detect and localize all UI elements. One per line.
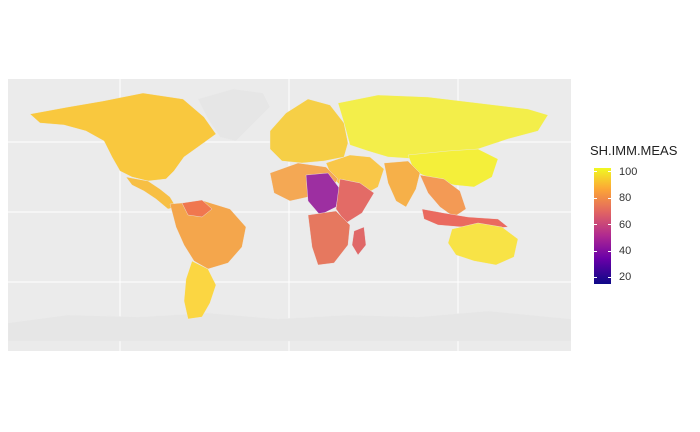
- legend-colorbar: [594, 168, 611, 284]
- region-south-america-south: [183, 260, 217, 320]
- region-europe: [269, 98, 349, 164]
- region-east-africa: [335, 178, 375, 224]
- region-central-america: [125, 176, 177, 210]
- region-southern-africa: [307, 210, 351, 266]
- legend-tick-label: 40: [619, 245, 632, 258]
- region-antarctica: [7, 310, 572, 342]
- region-china: [407, 148, 499, 188]
- map-panel: [7, 79, 572, 351]
- country-regions: [7, 88, 572, 342]
- region-north-america: [29, 92, 217, 182]
- region-southeast-asia: [419, 174, 467, 218]
- region-greenland: [197, 88, 271, 142]
- legend-tick-label: 60: [619, 218, 632, 231]
- region-south-america-north: [169, 200, 247, 270]
- legend-tick-label: 20: [619, 271, 632, 284]
- legend-tick-label: 100: [619, 165, 638, 178]
- region-india: [383, 160, 421, 208]
- region-madagascar: [351, 226, 367, 256]
- region-venezuela: [181, 199, 213, 218]
- legend-tick-label: 80: [619, 192, 632, 205]
- color-legend: SH.IMM.MEAS 20 40 60 80 100: [590, 143, 695, 293]
- region-australia: [447, 222, 519, 266]
- region-russia-central-asia: [337, 94, 549, 160]
- region-central-africa: [305, 172, 341, 216]
- legend-title: SH.IMM.MEAS: [590, 143, 678, 158]
- world-map: [7, 79, 572, 351]
